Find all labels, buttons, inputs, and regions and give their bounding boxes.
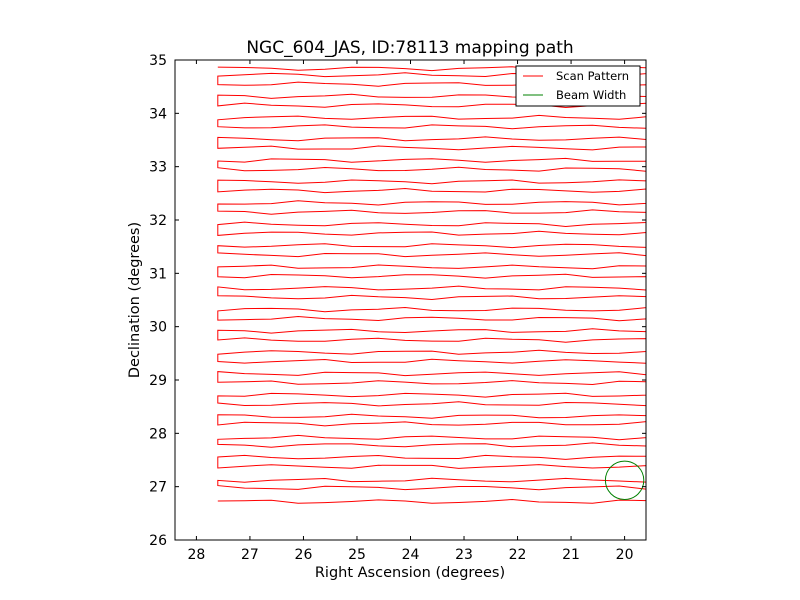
legend: Scan Pattern Beam Width [515,65,641,107]
y-tick-label: 29 [149,373,167,389]
x-tick-label: 24 [402,547,420,563]
beam-width-circle [604,460,645,500]
x-tick-label: 20 [616,547,634,563]
y-tick-label: 26 [149,533,167,549]
y-tick-label: 28 [149,426,167,442]
legend-label-beam-width: Beam Width [556,88,626,102]
x-tick-label: 21 [562,547,580,563]
x-axis: 28 27 26 25 24 23 22 21 20 [187,60,634,563]
x-tick-label: 25 [348,547,366,563]
legend-box [515,65,641,107]
y-tick-label: 35 [149,53,167,69]
x-axis-label: Right Ascension (degrees) [315,565,505,581]
x-tick-label: 23 [455,547,473,563]
plot-area [217,66,646,504]
legend-label-scan-pattern: Scan Pattern [556,69,629,83]
y-tick-label: 31 [149,266,167,282]
x-tick-label: 22 [509,547,527,563]
y-tick-label: 27 [149,480,167,496]
y-axis: 26 27 28 29 30 31 32 33 34 35 [149,53,646,549]
y-axis-label: Declination (degrees) [127,222,143,378]
x-tick-label: 26 [295,547,313,563]
x-tick-label: 27 [241,547,259,563]
x-tick-label: 28 [187,547,205,563]
y-tick-label: 34 [149,106,167,122]
y-tick-label: 32 [149,213,167,229]
y-tick-label: 33 [149,160,167,176]
chart-title: NGC_604_JAS, ID:78113 mapping path [246,38,573,58]
y-tick-label: 30 [149,320,167,336]
